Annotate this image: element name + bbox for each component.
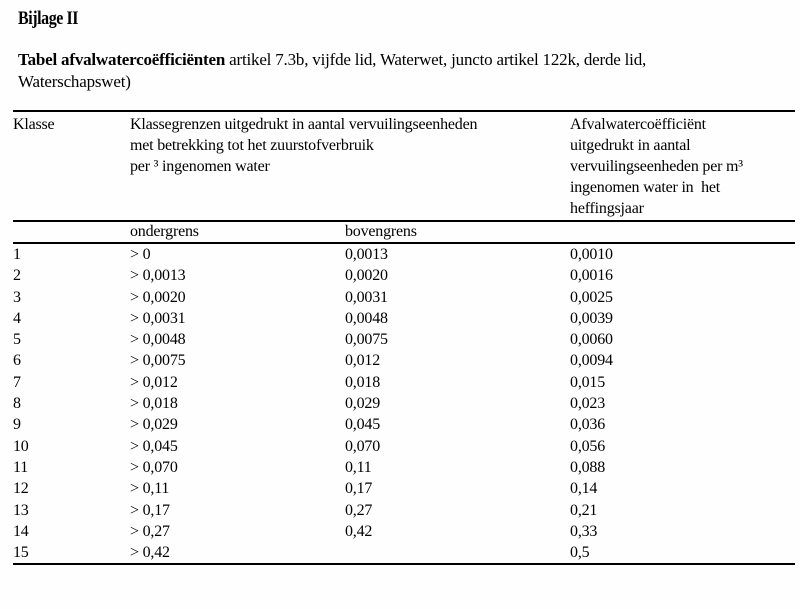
cell-coefficient: 0,0060 <box>570 331 613 349</box>
cell-bovengrens <box>345 542 571 566</box>
table-row: 13 > 0,17 0,27 0,21 <box>13 500 795 521</box>
cell-bovengrens: 0,11 <box>345 458 372 476</box>
table-subheader-row: ondergrens bovengrens <box>13 220 796 244</box>
table-title-line2: Waterschapswet) <box>18 72 131 91</box>
header-line: per ³ ingenomen water <box>130 158 270 175</box>
cell-ondergrens: > 0,42 <box>130 542 345 566</box>
cell-bovengrens: 0,0048 <box>345 309 388 327</box>
cell-coefficient: 0,056 <box>570 437 606 455</box>
table-row: 2 > 0,0013 0,0020 0,0016 <box>13 265 795 286</box>
cell-ondergrens: > 0,0048 <box>130 331 186 349</box>
cell-klasse: 5 <box>13 331 21 349</box>
cell-bovengrens: 0,012 <box>345 352 381 370</box>
cell-bovengrens: 0,045 <box>345 416 381 434</box>
table-row: 14 > 0,27 0,42 0,33 <box>13 521 795 542</box>
table-row: 3 > 0,0020 0,0031 0,0025 <box>13 287 795 308</box>
cell-coefficient: 0,0016 <box>570 267 613 285</box>
header-line: Klassegrenzen uitgedrukt in aantal vervu… <box>130 116 478 133</box>
cell-bovengrens: 0,42 <box>345 522 373 540</box>
cell-ondergrens: > 0,0013 <box>130 267 186 285</box>
cell-bovengrens: 0,17 <box>345 480 373 498</box>
cell-ondergrens: > 0,17 <box>130 501 170 519</box>
header-line: vervuilingseenheden per m³ <box>570 158 743 175</box>
header-line: Afvalwatercoëfficiënt <box>570 116 706 133</box>
table-row: 6 > 0,0075 0,012 0,0094 <box>13 350 795 371</box>
cell-bovengrens: 0,018 <box>345 373 381 391</box>
cell-ondergrens: > 0,012 <box>130 373 178 391</box>
cell-ondergrens: > 0,0020 <box>130 288 186 306</box>
subheader-empty-cell <box>13 220 130 244</box>
cell-ondergrens: > 0,029 <box>130 416 178 434</box>
header-line: uitgedrukt in aantal <box>570 137 691 154</box>
cell-klasse: 15 <box>13 542 130 566</box>
cell-ondergrens: > 0,045 <box>130 437 178 455</box>
table-row: 12 > 0,11 0,17 0,14 <box>13 478 795 499</box>
cell-bovengrens: 0,27 <box>345 501 373 519</box>
column-header-coefficient: Afvalwatercoëfficiënt uitgedrukt in aant… <box>570 110 796 221</box>
cell-ondergrens: > 0,11 <box>130 480 170 498</box>
cell-coefficient: 0,0010 <box>570 246 613 263</box>
afvalwater-coefficients-table: Klasse Klassegrenzen uitgedrukt in aanta… <box>13 110 796 566</box>
cell-coefficient: 0,5 <box>570 542 796 566</box>
cell-ondergrens: > 0,27 <box>130 522 170 540</box>
table-row: 8 > 0,018 0,029 0,023 <box>13 393 795 414</box>
header-line: ingenomen water in het <box>570 179 721 196</box>
column-header-klasse: Klasse <box>13 110 130 221</box>
cell-klasse: 4 <box>13 309 21 327</box>
table-title-bold: Tabel afvalwatercoëfficiënten <box>18 50 226 69</box>
header-line: met betrekking tot het zuurstofverbruik <box>130 137 374 154</box>
cell-coefficient: 0,0094 <box>570 352 613 370</box>
cell-coefficient: 0,0039 <box>570 309 613 327</box>
cell-klasse: 3 <box>13 288 21 306</box>
cell-ondergrens: > 0,070 <box>130 458 178 476</box>
table-row: 5 > 0,0048 0,0075 0,0060 <box>13 329 795 350</box>
cell-klasse: 10 <box>13 437 29 455</box>
cell-bovengrens: 0,070 <box>345 437 381 455</box>
cell-coefficient: 0,036 <box>570 416 606 434</box>
cell-klasse: 1 <box>13 246 21 263</box>
cell-ondergrens: > 0,0031 <box>130 309 186 327</box>
cell-klasse: 12 <box>13 480 29 498</box>
subheader-ondergrens: ondergrens <box>130 220 345 244</box>
appendix-heading: Bijlage II <box>18 8 79 29</box>
cell-klasse: 11 <box>13 458 29 476</box>
subheader-empty-cell <box>570 220 796 244</box>
cell-bovengrens: 0,0075 <box>345 331 388 349</box>
cell-klasse: 2 <box>13 267 21 285</box>
table-header-row: Klasse Klassegrenzen uitgedrukt in aanta… <box>13 110 796 221</box>
cell-bovengrens: 0,0013 <box>345 246 388 263</box>
cell-coefficient: 0,023 <box>570 395 606 413</box>
table-row: 11 > 0,070 0,11 0,088 <box>13 457 795 478</box>
cell-klasse: 13 <box>13 501 29 519</box>
cell-ondergrens: > 0 <box>130 246 151 263</box>
cell-bovengrens: 0,029 <box>345 395 381 413</box>
cell-coefficient: 0,0025 <box>570 288 613 306</box>
cell-ondergrens: > 0,018 <box>130 395 178 413</box>
cell-coefficient: 0,21 <box>570 501 598 519</box>
table-title-rest: artikel 7.3b, vijfde lid, Waterwet, junc… <box>225 50 647 69</box>
cell-coefficient: 0,33 <box>570 522 598 540</box>
column-header-klassegrenzen: Klassegrenzen uitgedrukt in aantal vervu… <box>130 110 571 221</box>
table-row: 15 > 0,42 0,5 <box>13 542 796 566</box>
table-row: 10 > 0,045 0,070 0,056 <box>13 436 795 457</box>
cell-klasse: 7 <box>13 373 21 391</box>
cell-ondergrens: > 0,0075 <box>130 352 186 370</box>
cell-coefficient: 0,14 <box>570 480 598 498</box>
table-row: 9 > 0,029 0,045 0,036 <box>13 414 795 435</box>
header-line: heffingsjaar <box>570 200 644 217</box>
cell-bovengrens: 0,0031 <box>345 288 388 306</box>
cell-bovengrens: 0,0020 <box>345 267 388 285</box>
table-row: 4 > 0,0031 0,0048 0,0039 <box>13 308 795 329</box>
table-row: 1 > 0 0,0013 0,0010 <box>13 243 795 265</box>
cell-klasse: 14 <box>13 522 29 540</box>
table-title: Tabel afvalwatercoëfficiënten artikel 7.… <box>18 49 778 93</box>
cell-coefficient: 0,088 <box>570 458 606 476</box>
table-row: 7 > 0,012 0,018 0,015 <box>13 372 795 393</box>
cell-coefficient: 0,015 <box>570 373 606 391</box>
cell-klasse: 6 <box>13 352 21 370</box>
cell-klasse: 9 <box>13 416 21 434</box>
subheader-bovengrens: bovengrens <box>345 220 571 244</box>
cell-klasse: 8 <box>13 395 21 413</box>
